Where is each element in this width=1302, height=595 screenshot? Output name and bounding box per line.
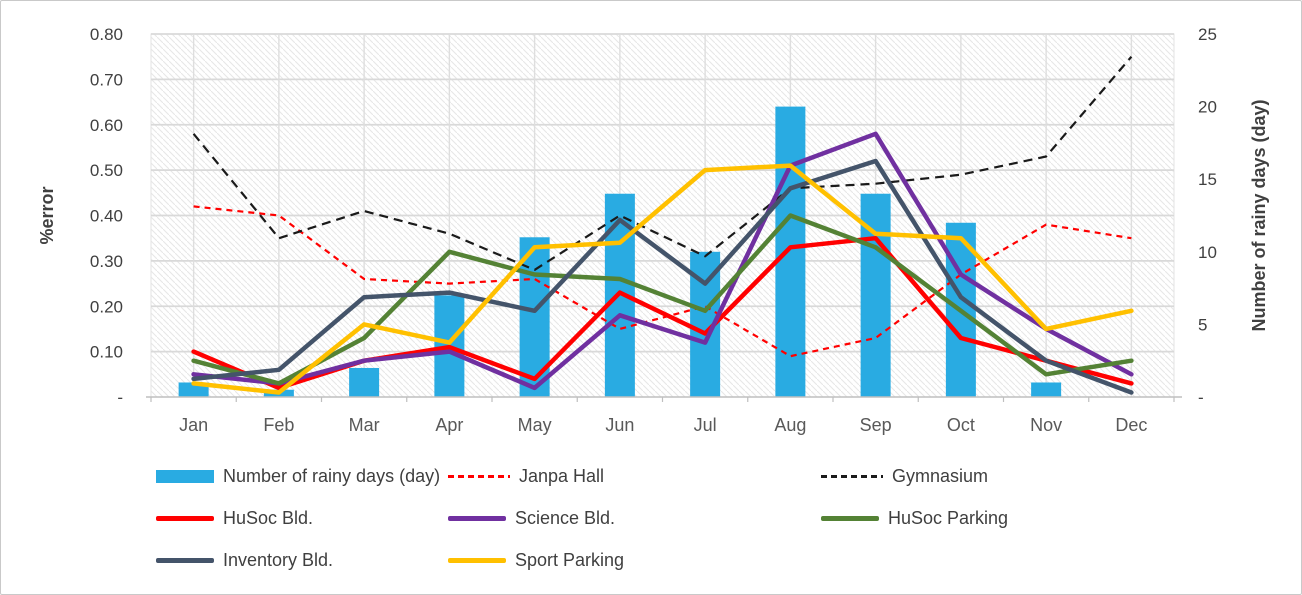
legend-label-rainy-days: Number of rainy days (day) <box>223 465 441 486</box>
legend-label-sport-parking: Sport Parking <box>515 549 625 570</box>
x-tick-label-jan: Jan <box>179 415 208 435</box>
legend-item-sport-parking: Sport Parking <box>448 548 624 572</box>
legend-item-husoc-parking: HuSoc Parking <box>821 506 1008 530</box>
legend-label-gymnasium: Gymnasium <box>892 465 989 486</box>
legend-item-gymnasium: Gymnasium <box>821 464 988 488</box>
line-inventory-bld <box>191 158 1134 395</box>
right-tick-label: 5 <box>1198 315 1207 334</box>
x-tick-label-sep: Sep <box>860 415 892 435</box>
line-husoc-parking <box>191 213 1134 386</box>
x-tick-label-jun: Jun <box>605 415 634 435</box>
legend-swatch-janpa-hall <box>448 474 510 478</box>
left-tick-label: 0.70 <box>90 70 123 89</box>
left-tick-label: 0.10 <box>90 343 123 362</box>
right-tick-label: - <box>1198 388 1204 407</box>
legend-item-husoc-bld: HuSoc Bld. <box>156 506 313 530</box>
legend-label-janpa-hall: Janpa Hall <box>519 465 605 486</box>
bar-aug <box>775 106 806 397</box>
legend-swatch-science-bld <box>448 515 506 521</box>
left-tick-label: 0.80 <box>90 25 123 44</box>
left-tick-label: 0.30 <box>90 252 123 271</box>
right-tick-label: 15 <box>1198 170 1217 189</box>
right-tick-label: 10 <box>1198 243 1217 262</box>
legend-swatch-rainy-days <box>156 469 214 483</box>
x-tick-label-mar: Mar <box>349 415 380 435</box>
bar-nov <box>1031 382 1062 397</box>
combo-chart: 0.80 0.70 0.60 0.50 0.40 0.30 0.20 0.10 - 25 20 15 1… <box>37 25 1269 435</box>
legend-label-inventory-bld: Inventory Bld. <box>223 549 334 570</box>
legend-swatch-sport-parking <box>448 557 506 563</box>
legend-item-janpa-hall: Janpa Hall <box>448 464 604 488</box>
bar-mar <box>349 367 380 397</box>
left-axis-title: %error <box>37 186 57 244</box>
line-science-bld <box>191 131 1134 391</box>
x-tick-label-apr: Apr <box>435 415 463 435</box>
right-tick-label: 25 <box>1198 25 1217 44</box>
legend-label-science-bld: Science Bld. <box>515 507 616 528</box>
x-tick-label-oct: Oct <box>947 415 975 435</box>
legend-label-husoc-bld: HuSoc Bld. <box>223 507 314 528</box>
x-tick-label-feb: Feb <box>263 415 294 435</box>
x-tick-label-nov: Nov <box>1030 415 1062 435</box>
right-tick-label: 20 <box>1198 98 1217 117</box>
legend-label-husoc-parking: HuSoc Parking <box>888 507 1009 528</box>
x-tick-label-jul: Jul <box>694 415 717 435</box>
line-janpa-hall <box>193 205 1132 358</box>
legend-swatch-gymnasium <box>821 474 883 478</box>
x-tick-label-aug: Aug <box>774 415 806 435</box>
left-tick-label: 0.60 <box>90 116 123 135</box>
legend-swatch-inventory-bld <box>156 557 214 563</box>
right-axis-title: Number of rainy days (day) <box>1249 99 1269 331</box>
x-tick-label-may: May <box>518 415 552 435</box>
legend-item-inventory-bld: Inventory Bld. <box>156 548 333 572</box>
left-tick-label: 0.50 <box>90 161 123 180</box>
legend-item-rainy-days: Number of rainy days (day) <box>156 464 440 488</box>
x-tick-label-dec: Dec <box>1115 415 1147 435</box>
line-sport-parking <box>191 163 1134 395</box>
legend-item-science-bld: Science Bld. <box>448 506 615 530</box>
legend-swatch-husoc-parking <box>821 515 879 521</box>
left-tick-label: 0.20 <box>90 297 123 316</box>
legend-swatch-husoc-bld <box>156 515 214 521</box>
left-tick-label: 0.40 <box>90 207 123 226</box>
left-tick-label: - <box>117 388 123 407</box>
